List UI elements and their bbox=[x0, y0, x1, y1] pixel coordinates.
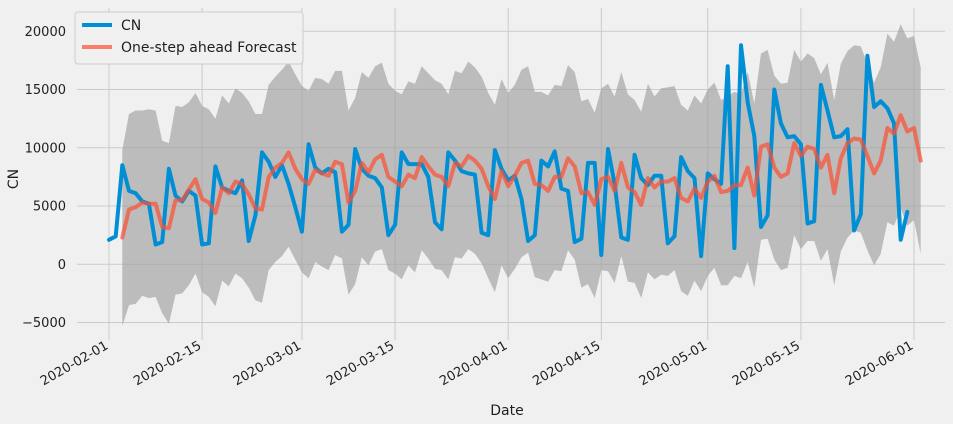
y-tick-labels: −5000 0 5000 10000 15000 20000 bbox=[22, 25, 66, 331]
legend-label-cn: CN bbox=[121, 18, 141, 34]
confidence-band bbox=[122, 24, 921, 327]
legend-box bbox=[74, 11, 304, 65]
y-tick-label: 5000 bbox=[33, 200, 66, 215]
series-line-forecast bbox=[120, 113, 923, 240]
y-tick-label: 20000 bbox=[25, 25, 66, 40]
legend: CN One-step ahead Forecast bbox=[74, 11, 304, 65]
series-line-cn bbox=[107, 43, 910, 259]
y-axis-label: CN bbox=[6, 169, 22, 189]
confidence-band-area bbox=[122, 24, 921, 327]
legend-label-forecast: One-step ahead Forecast bbox=[121, 40, 297, 56]
y-tick-label: 10000 bbox=[25, 141, 66, 156]
series-lines bbox=[107, 43, 923, 259]
y-tick-label: 15000 bbox=[25, 83, 66, 98]
y-tick-label: −5000 bbox=[22, 316, 66, 331]
x-axis-label: Date bbox=[490, 403, 523, 419]
y-tick-label: 0 bbox=[58, 258, 66, 273]
